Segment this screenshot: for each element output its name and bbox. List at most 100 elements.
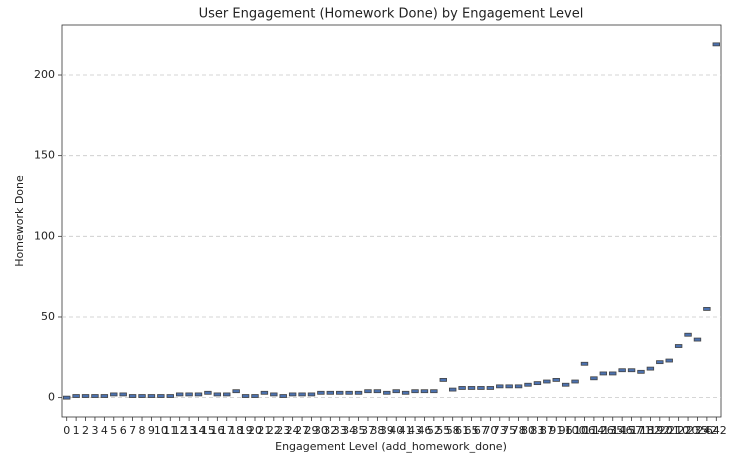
box-median: [458, 386, 466, 390]
x-tick-label: 67: [474, 424, 488, 437]
box-median: [383, 390, 391, 395]
x-tick-label: 10: [154, 424, 168, 437]
box-median: [345, 390, 353, 395]
box-median: [241, 394, 250, 398]
box-median: [81, 394, 90, 398]
x-tick-label: 22: [267, 424, 281, 437]
x-tick-label: 19: [239, 424, 253, 437]
chart-title: User Engagement (Homework Done) by Engag…: [199, 7, 584, 22]
x-tick-label: 29: [304, 424, 318, 437]
box-median: [100, 394, 109, 398]
x-tick-label: 37: [361, 424, 375, 437]
box-median: [298, 392, 306, 397]
box-median: [364, 389, 372, 394]
box-median: [571, 379, 579, 384]
box-median: [91, 394, 99, 398]
x-tick-label: 1: [73, 424, 80, 437]
x-tick-label: 15: [201, 424, 215, 437]
x-tick-label: 192: [649, 424, 670, 437]
x-tick-label: 33: [333, 424, 347, 437]
box-median: [712, 42, 720, 47]
y-tick-label: 200: [34, 68, 55, 81]
x-tick-label: 35: [352, 424, 366, 437]
box-median: [656, 360, 664, 365]
y-tick-label: 100: [34, 229, 55, 242]
box-median: [119, 392, 127, 397]
box-median: [580, 361, 589, 366]
box-median: [684, 332, 692, 337]
x-tick-label: 38: [370, 424, 384, 437]
y-tick-label: 0: [48, 391, 55, 404]
box-median: [533, 381, 542, 386]
x-tick-label: 80: [521, 424, 535, 437]
box-median: [543, 379, 551, 384]
box-median: [138, 394, 146, 398]
box-median: [401, 390, 410, 395]
box-median: [505, 384, 513, 389]
box-median: [110, 392, 118, 397]
box-median: [552, 377, 560, 382]
x-tick-label: 642: [706, 424, 727, 437]
box-median: [646, 366, 655, 371]
x-tick-label: 83: [530, 424, 544, 437]
x-tick-label: 75: [502, 424, 516, 437]
box-median: [194, 392, 203, 397]
box-median: [392, 389, 400, 394]
box-median: [232, 389, 240, 394]
box-median: [514, 384, 523, 389]
x-tick-label: 242: [696, 424, 717, 437]
box-median: [674, 344, 683, 348]
box-median: [693, 337, 702, 342]
x-tick-label: 9: [148, 424, 155, 437]
x-tick-label: 61: [455, 424, 469, 437]
plot-frame: [61, 24, 722, 418]
x-tick-label: 70: [483, 424, 497, 437]
x-tick-label: 55: [436, 424, 450, 437]
y-tick-label: 150: [34, 149, 55, 162]
x-tick-label: 106: [574, 424, 595, 437]
x-tick-label: 18: [229, 424, 243, 437]
box-median: [486, 386, 495, 390]
box-median: [204, 390, 212, 395]
box-median: [175, 392, 184, 397]
x-tick-label: 13: [182, 424, 196, 437]
box-median: [627, 368, 636, 373]
y-axis-label: Homework Done: [13, 175, 26, 267]
box-median: [326, 390, 335, 395]
x-tick-label: 8: [139, 424, 146, 437]
box-median: [477, 386, 485, 390]
x-tick-label: 34: [342, 424, 356, 437]
box-median: [354, 390, 363, 395]
box-median: [166, 394, 174, 398]
x-tick-label: 201: [659, 424, 680, 437]
x-tick-label: 210: [668, 424, 689, 437]
x-tick-label: 87: [540, 424, 554, 437]
x-tick-label: 91: [549, 424, 563, 437]
x-tick-label: 126: [593, 424, 614, 437]
box-median: [496, 384, 504, 389]
x-tick-label: 78: [512, 424, 526, 437]
x-tick-label: 46: [417, 424, 431, 437]
x-tick-label: 43: [408, 424, 422, 437]
box-median: [439, 377, 447, 382]
box-median: [157, 394, 165, 398]
x-tick-label: 235: [687, 424, 708, 437]
box-median: [185, 392, 193, 397]
box-median: [373, 389, 382, 394]
x-tick-label: 3: [91, 424, 98, 437]
x-tick-label: 96: [559, 424, 573, 437]
box-median: [279, 394, 287, 398]
box-median: [609, 371, 617, 376]
y-tick-label: 50: [41, 310, 55, 323]
box-median: [317, 390, 325, 395]
box-median: [260, 390, 269, 395]
x-tick-label: 27: [295, 424, 309, 437]
x-tick-label: 39: [380, 424, 394, 437]
x-tick-label: 16: [210, 424, 224, 437]
x-tick-label: 7: [129, 424, 136, 437]
box-median: [448, 387, 457, 392]
box-median: [590, 376, 598, 381]
box-median: [420, 389, 429, 394]
x-tick-label: 4: [101, 424, 108, 437]
